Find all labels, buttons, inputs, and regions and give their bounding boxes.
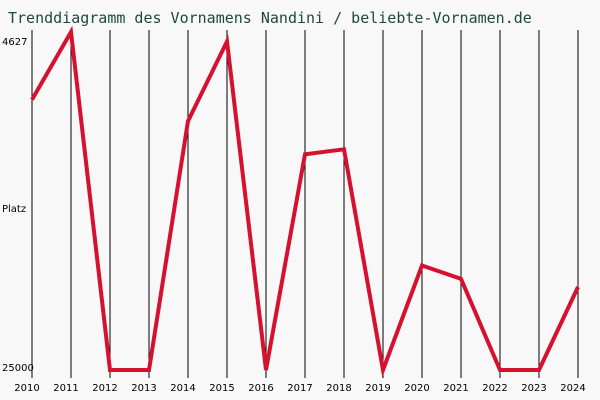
x-tick-label: 2021: [443, 383, 468, 394]
x-tick-label: 2017: [287, 383, 312, 394]
x-tick-label: 2024: [560, 383, 585, 394]
x-tick-label: 2014: [170, 383, 195, 394]
x-tick-label: 2020: [404, 383, 429, 394]
y-axis-bottom-label: 25000: [2, 363, 34, 374]
x-tick-label: 2019: [365, 383, 390, 394]
x-axis-ticks: 2010 2011 2012 2013 2014 2015 2016 2017 2018 2019…: [14, 383, 585, 394]
vertical-gridlines: [31, 30, 579, 378]
x-tick-label: 2022: [482, 383, 507, 394]
x-tick-label: 2011: [53, 383, 78, 394]
chart-title: Trenddiagramm des Vornamens Nandini / be…: [8, 9, 532, 27]
series-line: [30, 25, 580, 378]
x-tick-label: 2015: [209, 383, 234, 394]
x-tick-label: 2023: [521, 383, 546, 394]
y-axis-label: Platz: [2, 204, 26, 215]
x-tick-label: 2018: [326, 383, 351, 394]
x-tick-label: 2012: [92, 383, 117, 394]
x-tick-label: 2010: [14, 383, 39, 394]
y-axis-top-label: 4627: [2, 37, 27, 48]
x-tick-label: 2016: [248, 383, 273, 394]
x-tick-label: 2013: [131, 383, 156, 394]
